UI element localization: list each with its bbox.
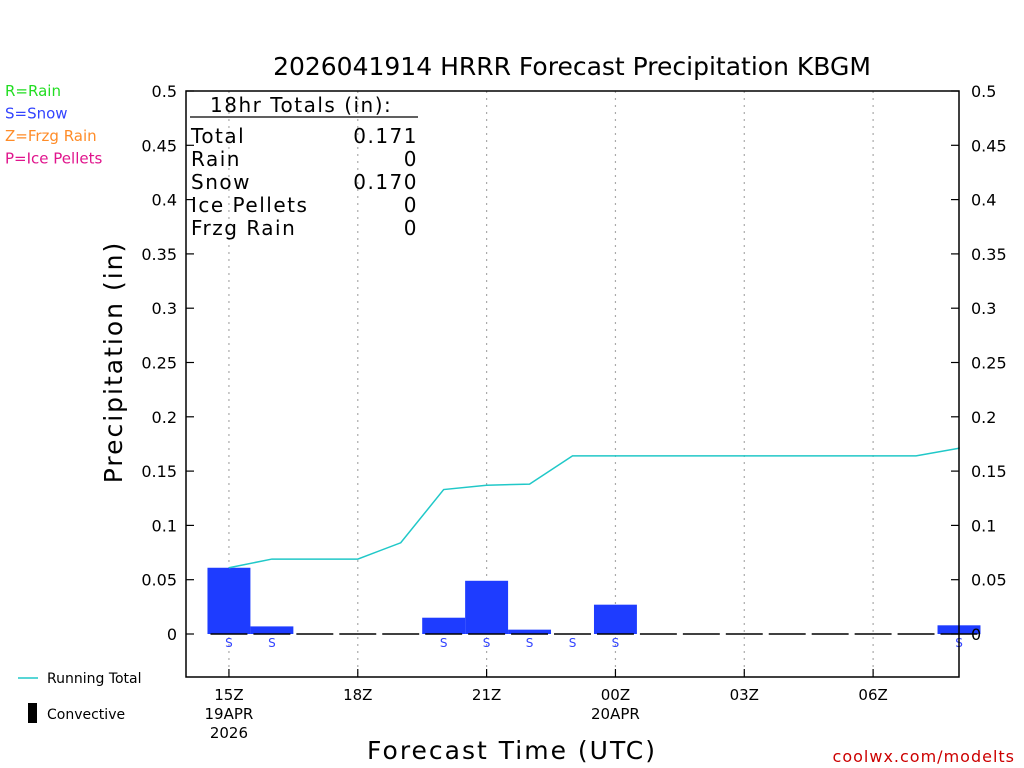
type-legend-item: Z=Frzg Rain: [5, 127, 97, 145]
precip-bar: [422, 617, 466, 634]
totals-row-label: Total: [190, 124, 245, 148]
y-tick-label: 0.2: [971, 408, 996, 427]
y-tick-label: 0.45: [971, 136, 1007, 155]
y-axis-label: Precipitation (in): [99, 241, 128, 484]
precip-type-label: S: [225, 636, 233, 650]
y-tick-label: 0.1: [971, 516, 996, 535]
bottom-legend: Running Total Convective: [18, 671, 142, 723]
y-tick-label: 0.15: [141, 462, 177, 481]
x-tick-label: 18Z: [343, 686, 372, 704]
y-tick-label: 0.3: [152, 299, 177, 318]
y-tick-label: 0.1: [152, 516, 177, 535]
plot-frame: [185, 90, 960, 678]
x-tick-label: 03Z: [730, 686, 759, 704]
totals-row-value: 0: [404, 193, 418, 217]
precip-bar: [250, 626, 294, 634]
totals-row-value: 0: [404, 147, 418, 171]
x-tick-label: 00Z: [601, 686, 630, 704]
y-tick-label: 0.05: [141, 571, 177, 590]
y-tick-label: 0.4: [971, 191, 996, 210]
x-tick-label: 15Z: [214, 686, 243, 704]
precip-type-label: S: [440, 636, 448, 650]
totals-row-label: Ice Pellets: [191, 193, 308, 217]
running-total-line: [228, 447, 960, 569]
y-tick-label: 0.25: [141, 354, 177, 373]
precip-type-label: S: [526, 636, 534, 650]
totals-box: 18hr Totals (in): Total 0.171 Rain 0 Snow 0.1…: [190, 93, 418, 240]
type-legend-item: R=Rain: [5, 82, 61, 100]
x-tick-label: 06Z: [858, 686, 887, 704]
convective-swatch: [28, 703, 37, 723]
y-axis-right: 0 0.05 0.1 0.15 0.2 0.25 0.3 0.35 0.4 0.45 0.5: [951, 82, 1007, 644]
totals-row-label: Rain: [191, 147, 241, 171]
y-tick-label: 0.25: [971, 354, 1007, 373]
y-tick-label: 0.2: [152, 408, 177, 427]
precip-type-label: S: [483, 636, 491, 650]
precip-bar: [593, 604, 637, 634]
running-total-legend-label: Running Total: [47, 671, 142, 687]
convective-legend-label: Convective: [47, 707, 125, 723]
totals-header: 18hr Totals (in):: [210, 93, 392, 117]
totals-row-value: 0: [404, 216, 418, 240]
precip-type-legend: R=Rain S=Snow Z=Frzg Rain P=Ice Pellets: [5, 82, 102, 168]
y-tick-label: 0.15: [971, 462, 1007, 481]
totals-row-label: Snow: [191, 170, 251, 194]
x-tick-year: 2026: [210, 724, 248, 742]
totals-row-value: 0.171: [353, 124, 418, 148]
y-tick-label: 0.4: [152, 191, 177, 210]
y-tick-label: 0.45: [141, 136, 177, 155]
y-tick-label: 0: [971, 625, 981, 644]
y-axis-left: 0 0.05 0.1 0.15 0.2 0.25 0.3 0.35 0.4 0.45 0.5: [141, 82, 194, 644]
precip-type-label: S: [268, 636, 276, 650]
x-tick-date: 20APR: [591, 705, 640, 723]
precip-type-label: S: [612, 636, 620, 650]
precip-bar: [465, 580, 509, 634]
bars: [207, 567, 981, 634]
y-tick-label: 0: [167, 625, 177, 644]
grid-lines: [228, 91, 874, 677]
precip-bar: [508, 629, 552, 634]
y-tick-label: 0.35: [141, 245, 177, 264]
chart-title: 2026041914 HRRR Forecast Precipitation K…: [273, 52, 871, 81]
y-tick-label: 0.05: [971, 571, 1007, 590]
totals-row-value: 0.170: [353, 170, 418, 194]
totals-row-label: Frzg Rain: [191, 216, 296, 240]
type-legend-item: S=Snow: [5, 105, 68, 123]
x-tick-label: 21Z: [472, 686, 501, 704]
y-tick-label: 0.35: [971, 245, 1007, 264]
x-tick-date: 19APR: [205, 705, 254, 723]
precip-bar: [207, 567, 251, 634]
type-legend-item: P=Ice Pellets: [5, 150, 102, 168]
precip-type-label: S: [569, 636, 577, 650]
y-tick-label: 0.3: [971, 299, 996, 318]
x-axis-label: Forecast Time (UTC): [367, 736, 657, 765]
y-tick-label: 0.5: [152, 82, 177, 101]
y-tick-label: 0.5: [971, 82, 996, 101]
credit-link[interactable]: coolwx.com/modelts: [833, 747, 1015, 766]
